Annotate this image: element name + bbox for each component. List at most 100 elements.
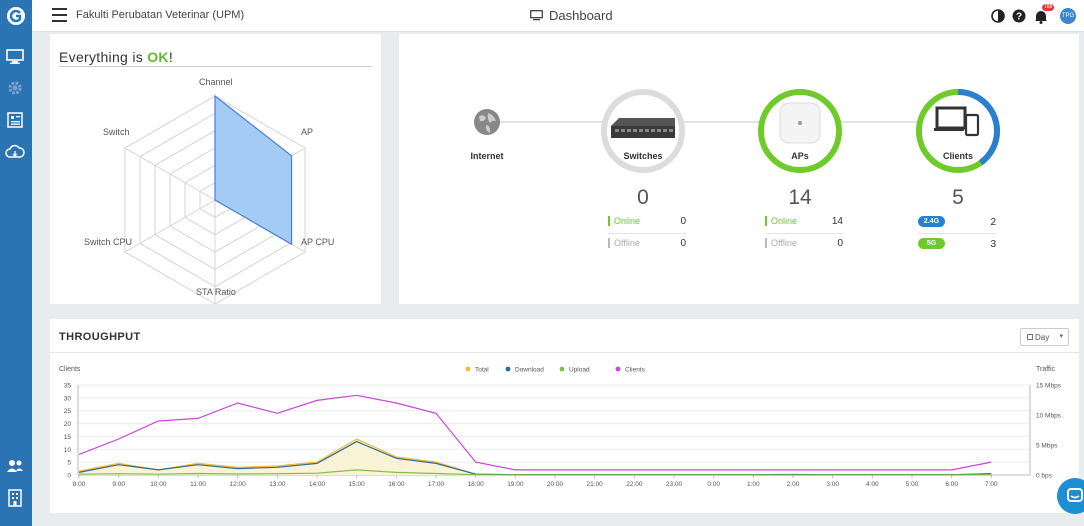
menu-toggle-icon[interactable] bbox=[52, 8, 67, 22]
aps-offline-count: 0 bbox=[837, 238, 843, 249]
x-tick-label: 17:00 bbox=[428, 481, 445, 488]
users-icon[interactable] bbox=[4, 455, 26, 477]
divider bbox=[918, 233, 996, 234]
switches-offline-row: Offline 0 bbox=[608, 236, 686, 252]
help-icon[interactable]: ? bbox=[1011, 8, 1027, 24]
band-2-4g-badge: 2.4G bbox=[918, 216, 945, 227]
x-tick-label: 20:00 bbox=[547, 481, 564, 488]
site-name[interactable]: Fakulti Perubatan Veterinar (UPM) bbox=[76, 9, 245, 21]
ap-ring bbox=[758, 89, 842, 173]
clients-band2-count: 3 bbox=[990, 239, 996, 250]
svg-text:?: ? bbox=[1016, 12, 1022, 23]
legend-marker bbox=[505, 366, 511, 372]
radar-label-switch: Switch bbox=[103, 127, 130, 137]
band-5g-badge: 5G bbox=[918, 238, 945, 249]
x-tick-label: 15:00 bbox=[349, 481, 366, 488]
y-tick-label: 25 bbox=[64, 408, 72, 415]
x-tick-label: 6:00 bbox=[945, 481, 958, 488]
theme-toggle-icon[interactable] bbox=[990, 8, 1006, 24]
series-line-upload bbox=[78, 469, 992, 476]
clients-node[interactable] bbox=[915, 88, 1001, 174]
internet-label: Internet bbox=[470, 151, 504, 161]
devices-icon bbox=[934, 106, 980, 137]
building-icon[interactable] bbox=[4, 487, 26, 509]
gear-icon[interactable] bbox=[4, 77, 26, 99]
y2-tick-label: 5 Mbps bbox=[1036, 443, 1058, 450]
status-title-prefix: Everything is bbox=[59, 49, 148, 65]
x-tick-label: 7:00 bbox=[985, 481, 998, 488]
radar-chart bbox=[124, 94, 306, 304]
x-tick-label: 0:00 bbox=[707, 481, 720, 488]
x-tick-label: 18:00 bbox=[468, 481, 485, 488]
y-tick-label: 5 bbox=[67, 460, 71, 467]
report-icon[interactable] bbox=[4, 109, 26, 131]
aps-offline-row: Offline 0 bbox=[765, 236, 843, 252]
throughput-card: THROUGHPUT Day ▾ Clients Traffic Total Downl… bbox=[50, 319, 1079, 513]
x-tick-label: 16:00 bbox=[388, 481, 405, 488]
x-tick-label: 12:00 bbox=[230, 481, 247, 488]
clients-count: 5 bbox=[952, 186, 964, 209]
y-tick-label: 0 bbox=[67, 473, 71, 480]
status-card: Everything is OK! Channel AP AP CPU STA … bbox=[50, 34, 381, 304]
divider bbox=[50, 352, 1079, 353]
switch-ring bbox=[601, 89, 685, 173]
switches-online-row: Online 0 bbox=[608, 214, 686, 230]
offline-label: Offline bbox=[614, 238, 640, 248]
switches-count: 0 bbox=[637, 186, 649, 209]
sidebar bbox=[0, 0, 32, 526]
legend-label: Upload bbox=[569, 367, 590, 374]
throughput-chart: Clients Traffic Total Download Upload Clients… bbox=[59, 366, 1062, 488]
switches-node[interactable] bbox=[600, 88, 686, 174]
x-tick-label: 9:00 bbox=[112, 481, 125, 488]
x-tick-label: 4:00 bbox=[866, 481, 879, 488]
aps-online-count: 14 bbox=[831, 216, 843, 227]
x-tick-label: 3:00 bbox=[826, 481, 839, 488]
top-bar: Fakulti Perubatan Veterinar (UPM) Dashbo… bbox=[32, 0, 1084, 32]
aps-count: 14 bbox=[788, 186, 812, 209]
legend-label: Clients bbox=[625, 367, 646, 374]
x-tick-label: 14:00 bbox=[309, 481, 326, 488]
clients-label: Clients bbox=[942, 151, 973, 161]
connection-line bbox=[489, 121, 959, 123]
divider bbox=[608, 233, 686, 234]
notification-badge: 788 bbox=[1042, 4, 1055, 11]
cloud-icon[interactable] bbox=[4, 141, 26, 163]
x-tick-label: 10:00 bbox=[150, 481, 167, 488]
page-title-text: Dashboard bbox=[549, 8, 613, 23]
clients-band1-count: 2 bbox=[990, 217, 996, 228]
switches-label: Switches bbox=[623, 151, 663, 161]
range-select[interactable]: Day ▾ bbox=[1020, 328, 1069, 346]
aps-node[interactable] bbox=[757, 88, 843, 174]
online-label: Online bbox=[614, 216, 641, 226]
radar-label-ap: AP bbox=[301, 127, 314, 137]
y2-tick-label: 15 Mbps bbox=[1036, 383, 1062, 390]
app-logo[interactable] bbox=[3, 5, 29, 27]
radar-label-sta-ratio: STA Ratio bbox=[196, 287, 236, 297]
caret-down-icon: ▾ bbox=[1059, 333, 1063, 340]
y-tick-label: 30 bbox=[64, 395, 72, 402]
aps-label: APs bbox=[791, 151, 809, 161]
y-tick-label: 20 bbox=[64, 421, 72, 428]
status-title-suffix: ! bbox=[168, 49, 174, 65]
y-axis-label: Clients bbox=[59, 366, 81, 373]
range-select-value: Day bbox=[1035, 333, 1050, 342]
legend-label: Total bbox=[475, 367, 489, 374]
bell-icon[interactable] bbox=[1033, 8, 1049, 24]
series-line-clients bbox=[78, 394, 992, 471]
avatar[interactable]: TPG bbox=[1060, 8, 1076, 24]
clients-band1-row: 2.4G 2 bbox=[918, 215, 996, 231]
online-label: Online bbox=[771, 216, 798, 226]
x-tick-label: 11:00 bbox=[190, 481, 206, 488]
status-title: Everything is OK! bbox=[59, 49, 173, 65]
chat-button[interactable] bbox=[1057, 478, 1084, 514]
radar-axis bbox=[124, 199, 216, 253]
radar-axis bbox=[124, 147, 216, 201]
monitor-icon[interactable] bbox=[4, 46, 26, 68]
divider bbox=[59, 66, 372, 67]
x-tick-label: 2:00 bbox=[787, 481, 800, 488]
offline-label: Offline bbox=[771, 238, 797, 248]
switch-icon bbox=[611, 118, 675, 138]
internet-node[interactable] bbox=[472, 107, 502, 137]
x-tick-label: 19:00 bbox=[507, 481, 524, 488]
radar-label-switch-cpu: Switch CPU bbox=[84, 237, 133, 247]
